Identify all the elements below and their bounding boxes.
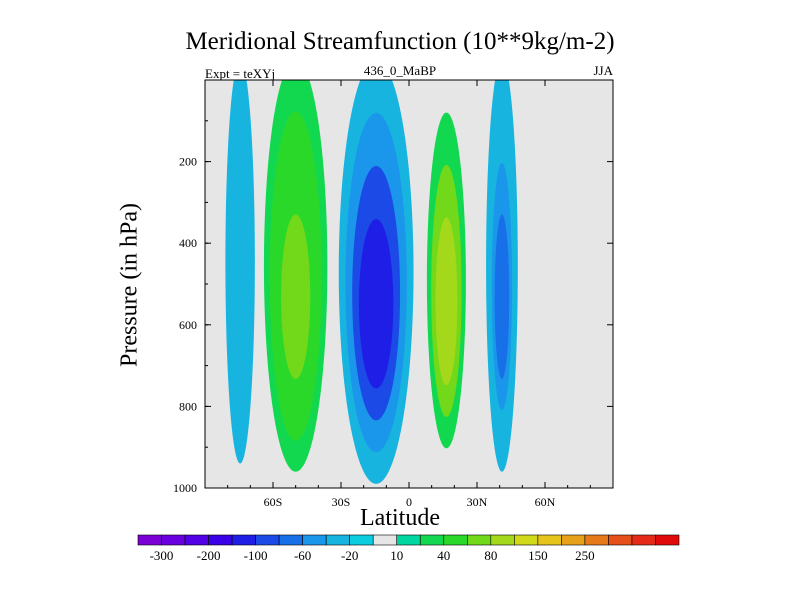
x-tick-label: 30N [467,495,488,509]
y-tick-label: 1000 [173,481,197,495]
nh-hadley-cell-level-4 [435,217,458,386]
nh-hadley-cell [422,80,471,480]
x-tick-label: 60S [264,495,283,509]
colorbar-label: 250 [575,548,595,563]
x-tick-label: 0 [406,495,412,509]
colorbar-swatch [608,534,633,546]
colorbar-swatch [490,534,515,546]
x-axis: 60S 30S 0 30N 60N [227,80,591,509]
colorbar-label: 80 [484,548,497,563]
sh-ferrel-cell [263,80,328,472]
y-tick-label: 800 [179,399,197,413]
colorbar-swatch [278,534,303,546]
colorbar-swatch [255,534,280,546]
colorbar-swatch [631,534,656,546]
colorbar-label: 40 [437,548,450,563]
colorbar-label: -300 [150,548,174,563]
colorbar-swatch [443,534,468,546]
colorbar-label: -100 [244,548,268,563]
sh-polar-cell-level-4 [233,211,247,373]
colorbar-swatch [231,534,256,546]
colorbar-label: -20 [341,548,358,563]
y-axis: 200 400 600 800 1000 [173,120,613,495]
colorbar-swatch [584,534,609,546]
sh-hadley-cell [338,80,414,484]
colorbar-swatch [419,534,445,546]
nh-ferrel-cell-level-4 [494,214,510,380]
colorbar-label: 150 [528,548,548,563]
sh-hadley-cell-level-4 [358,218,394,389]
sh-polar-cell [225,80,255,464]
colorbar-label: 10 [390,548,403,563]
chart-title: Meridional Streamfunction (10**9kg/m-2) [185,28,615,55]
x-tick-label: 30S [332,495,351,509]
nh-ferrel-cell [486,80,518,472]
colorbar-swatch [467,534,492,546]
sh-ferrel-cell-level-4 [281,214,311,380]
contour-cells [225,80,518,484]
colorbar-swatch [137,534,162,546]
colorbar-swatch [514,534,539,546]
colorbar-label: -200 [197,548,221,563]
colorbar-swatch [537,534,562,546]
x-axis-title: Latitude [360,505,440,531]
colorbar: -300 -200 -100 -60 -20 10 40 80 150 250 [137,534,680,563]
y-tick-label: 200 [179,155,197,169]
colorbar-swatch [161,534,186,546]
colorbar-swatch [561,534,586,546]
colorbar-label: -60 [294,548,311,563]
y-tick-label: 400 [179,236,197,250]
colorbar-swatch [325,534,350,546]
time-label: 436_0_MaBP [363,63,437,78]
colorbar-swatch [349,534,374,546]
colorbar-swatch [302,534,327,546]
colorbar-swatch [208,534,233,546]
colorbar-swatch [655,534,680,546]
experiment-label: Expt = teXYj [205,66,276,81]
y-tick-label: 600 [179,318,197,332]
season-label: JJA [593,63,613,78]
colorbar-swatch [372,534,398,546]
colorbar-swatch [396,534,421,546]
x-tick-label: 60N [535,495,556,509]
colorbar-swatch [184,534,209,546]
